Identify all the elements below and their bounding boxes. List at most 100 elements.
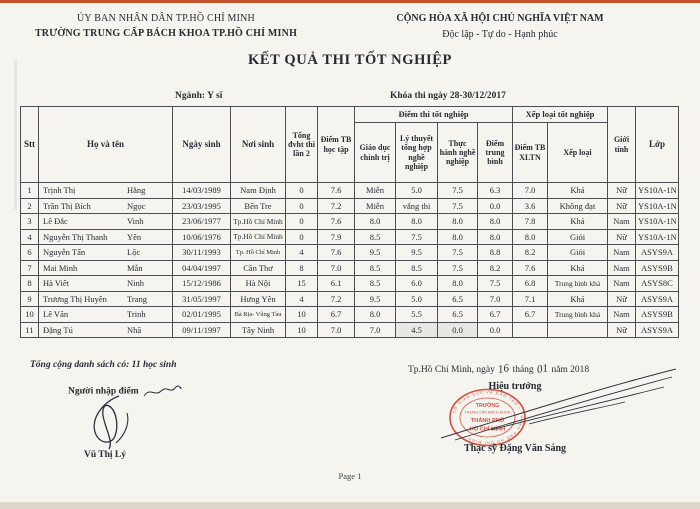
cell-stt: 6 (20, 244, 39, 261)
clerk-title-line: Người nhập điểm (68, 384, 182, 399)
page-number: Page 1 (338, 471, 362, 481)
clerk-name: Vũ Thị Lý (83, 450, 127, 460)
cell-ly_thuyet: 5.0 (395, 182, 438, 199)
major-label: Ngành: Y sĩ (175, 91, 223, 101)
cell-thuc_hanh: 7.5 (437, 244, 478, 261)
national-motto-block: CỘNG HÒA XÃ HỘI CHỦ NGHĨA VIỆT NAM Độc l… (375, 13, 625, 40)
family-middle-name: Nguyễn Tấn (43, 247, 86, 258)
table-header: Stt Họ và tên Ngày sinh Nơi sinh Tổng đv… (20, 106, 679, 183)
cell-ngay_sinh: 02/01/1995 (172, 306, 231, 323)
cell-tb_hoc_tap: 7.9 (317, 228, 355, 245)
results-table: Stt Họ và tên Ngày sinh Nơi sinh Tổng đv… (20, 106, 679, 338)
header-gioi-tinh: Giới tính (607, 106, 636, 183)
date-line: Tp.Hồ Chí Minh, ngày 16 tháng 01 năm 201… (408, 362, 668, 376)
cell-ly_thuyet: vắng thi (395, 197, 438, 214)
cell-lop: ASYS9B (635, 259, 679, 276)
cell-gioi_tinh: Nam (607, 275, 636, 292)
cell-gdct: 7.0 (354, 321, 396, 338)
cell-lop: YS10A-1N (635, 213, 679, 230)
document-title: KẾT QUẢ THI TỐT NGHIỆP (248, 52, 452, 68)
group-header-xep-loai: Xếp loại tốt nghiệp (512, 106, 608, 123)
cell-lop: ASYS8C (635, 275, 679, 292)
header-ho-ten: Họ và tên (38, 106, 173, 183)
cell-tong_dvht: 0 (285, 197, 318, 214)
cell-tb: 6.7 (477, 306, 513, 323)
cell-tong_dvht: 0 (285, 213, 318, 230)
cell-stt: 7 (20, 259, 39, 276)
cell-stt: 3 (20, 213, 39, 230)
cell-gioi_tinh: Nam (607, 244, 636, 261)
cell-stt: 9 (20, 290, 39, 307)
cell-thuc_hanh: 8.0 (437, 228, 478, 245)
cell-gioi_tinh: Nam (607, 306, 636, 323)
cell-tb_hoc_tap: 7.6 (317, 213, 355, 230)
cell-gioi_tinh: Nữ (607, 290, 636, 307)
cell-name: Trần Thị Bích Ngọc (38, 197, 173, 214)
table-group-header-row: Stt Họ và tên Ngày sinh Nơi sinh Tổng đv… (20, 106, 679, 183)
school-name: TRƯỜNG TRUNG CẤP BÁCH KHOA TP.HỒ CHÍ MIN… (34, 28, 298, 39)
cell-noi_sinh: Hưng Yên (230, 290, 286, 307)
cell-ly_thuyet: 6.0 (395, 275, 438, 292)
cell-ly_thuyet: 7.5 (395, 228, 438, 245)
cell-gdct: Miễn (354, 182, 396, 199)
given-name: Mẫn (127, 262, 143, 273)
cell-gioi_tinh: Nữ (607, 228, 636, 245)
cell-xep_loai: Khá (547, 213, 608, 230)
table-row: 1 Trịnh Thị Hằng 14/03/1989 Nam Định 0 7.6 Miễn… (20, 182, 679, 199)
cell-tb: 7.5 (477, 275, 513, 292)
cell-ngay_sinh: 09/11/1997 (172, 321, 231, 338)
cell-stt: 1 (20, 182, 39, 199)
cell-ngay_sinh: 31/05/1997 (172, 290, 231, 307)
cell-noi_sinh: Tp.Hồ Chí Minh (230, 213, 286, 230)
header-thuc-hanh: Thực hành nghề nghiệp (437, 122, 478, 183)
table-row: 8 Hà Viết Ninh 15/12/1986 Hà Nội 15 6.1 8.5 6.0 8… (20, 275, 679, 292)
given-name: Vinh (127, 216, 144, 227)
stamp-line1: TRƯỜNG (476, 401, 499, 409)
header-xep-loai: Xếp loại (547, 122, 608, 183)
cell-noi_sinh: Nam Định (230, 182, 286, 199)
cell-ly_thuyet: 9.5 (395, 244, 438, 261)
scan-edge-top (0, 0, 700, 3)
cell-xep_loai (547, 321, 608, 338)
cell-lop: ASYS9A (635, 244, 679, 261)
table-row: 4 Nguyễn Thị Thanh Yên 10/06/1976 Tp.Hồ Chí … (20, 228, 679, 245)
table-row: 10 Lê Văn Trinh 02/01/1995 Bà Rịa- Vũng Tàu 1… (20, 306, 679, 323)
exam-session-label: Khóa thi ngày 28-30/12/2017 (390, 91, 506, 101)
cell-tb: 8.0 (477, 213, 513, 230)
scan-edge-bottom (0, 502, 700, 509)
cell-ngay_sinh: 10/06/1976 (172, 228, 231, 245)
cell-tb: 7.0 (477, 290, 513, 307)
cell-tb: 0.0 (477, 321, 513, 338)
cell-ngay_sinh: 15/12/1986 (172, 275, 231, 292)
cell-thuc_hanh: 8.0 (437, 275, 478, 292)
family-middle-name: Hà Viết (43, 278, 70, 289)
cell-tb_xltn: 7.6 (512, 259, 548, 276)
family-middle-name: Trương Thị Huyền (43, 293, 107, 304)
given-name: Yên (127, 231, 142, 242)
cell-tb_hoc_tap: 7.0 (317, 321, 355, 338)
table-row: 2 Trần Thị Bích Ngọc 23/03/1995 Bến Tre 0 7.2 M… (20, 197, 679, 214)
cell-tong_dvht: 10 (285, 306, 318, 323)
cell-tb_xltn: 3.6 (512, 197, 548, 214)
cell-gioi_tinh: Nữ (607, 182, 636, 199)
stamp-line4: HỒ CHÍ MINH (470, 425, 505, 433)
stamp-line2: TRUNG CẤP BÁCH KHOA (465, 411, 511, 415)
table-row: 7 Mai Minh Mẫn 04/04/1997 Cần Thơ 8 7.0 8.5 8.5 7… (20, 259, 679, 276)
stamp-line3: THÀNH PHỐ (471, 417, 505, 424)
pen-flourish-icon (143, 385, 182, 397)
family-middle-name: Trần Thị Bích (43, 200, 91, 211)
family-middle-name: Trịnh Thị (43, 185, 76, 196)
cell-lop: YS10A-1N (635, 197, 679, 214)
cell-name: Lê Đắc Vinh (38, 213, 173, 230)
cell-xep_loai: Giỏi (547, 244, 608, 261)
cell-noi_sinh: Cần Thơ (230, 259, 286, 276)
issuing-authority-block: ỦY BAN NHÂN DÂN TP.HỒ CHÍ MINH TRƯỜNG TR… (20, 13, 312, 39)
cell-name: Nguyễn Thị Thanh Yên (38, 228, 173, 245)
cell-gdct: 8.5 (354, 259, 396, 276)
cell-xep_loai: Khá (547, 259, 608, 276)
cell-noi_sinh: Tp. Hồ Chí Minh (230, 244, 286, 261)
cell-tb: 8.0 (477, 228, 513, 245)
cell-xep_loai: Trung bình khá (547, 275, 608, 292)
school-stamp: SỞ GIÁO DỤC VÀ ĐÀO TẠO • THÀNH PHỐ HỒ CH… (448, 388, 527, 447)
cell-thuc_hanh: 7.5 (437, 259, 478, 276)
